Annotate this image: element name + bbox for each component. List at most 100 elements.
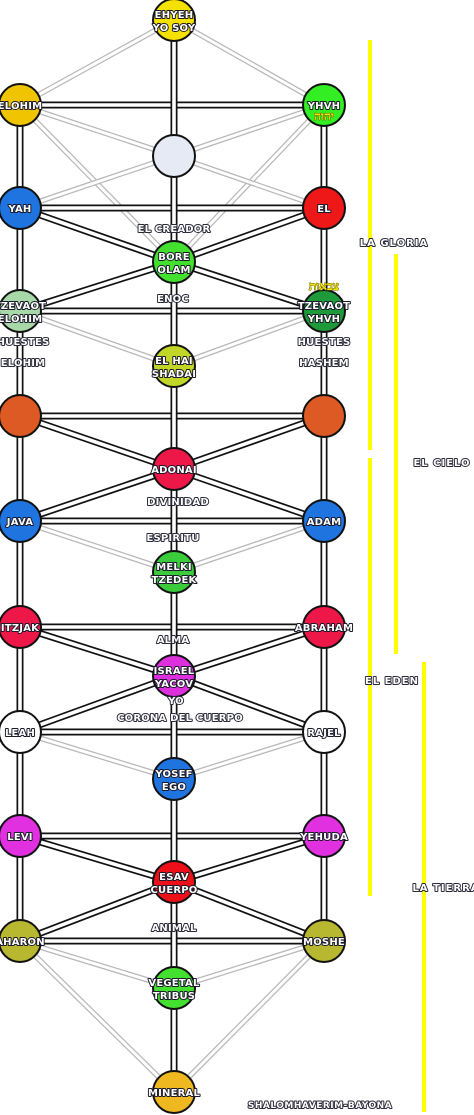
node-adam: ADAM [302,499,346,543]
node-label: YACOV [154,679,193,690]
node-circle [302,605,346,649]
node-circle [0,919,42,963]
node-circle [152,0,196,42]
node-label: EL HAI [155,356,193,367]
node-ehyeh: EHYEH YO SOY [151,0,197,42]
node-circle [0,83,42,127]
label-huestes-elohim-line2: ELOHIM [1,358,46,369]
node-label: AHARON [0,937,45,948]
section-label-la-tierra: LA TIERRA [412,883,474,894]
node-label: YHVH [307,101,341,112]
node-label: TZEVAOT [298,301,350,312]
node-vegetal-tribus: VEGETAL TRIBUS [147,966,201,1010]
node-circle [152,447,196,491]
label-animal: ANIMAL [151,923,197,934]
node-orange-left [0,394,42,438]
label-corona-del-cuerpo: CORONA DEL CUERPO [117,713,243,724]
node-circle [0,710,42,754]
node-abraham: ABRAHAM [294,605,354,649]
node-label: EGO [162,782,186,793]
node-rajel: RAJEL [302,710,346,754]
node-circle [302,710,346,754]
node-esav-cuerpo: ESAV CUERPO [149,860,198,904]
node-daat [152,134,196,178]
node-label: TZEDEK [152,575,198,586]
node-circle [152,1070,196,1114]
section-label-el-cielo: EL CIELO [413,458,470,469]
node-label: RAJEL [307,728,341,739]
node-circle [302,289,346,333]
node-label: TZEVAOT [0,301,46,312]
section-brackets [368,40,426,1112]
node-label: ESAV [159,872,189,883]
node-adonai: ADONAI [150,447,198,491]
node-tzevaot-elohim: TZEVAOT ELOHIM [0,289,47,333]
node-circle [0,394,42,438]
hebrew-label: צבאות [309,279,339,293]
node-circle [152,860,196,904]
node-java: JAVA [0,499,42,543]
node-el-hai-shadai: EL HAI SHADAI [151,344,197,388]
node-circle [0,186,42,230]
label-alma: ALMA [157,635,190,646]
label-huestes-hashem-line2: HASHEM [299,358,349,369]
node-yah: YAH [0,186,42,230]
label-espiritu: ESPIRITU [146,533,199,544]
node-label: MELKI [156,562,192,573]
node-label: ELOHIM [0,314,42,325]
node-bore-olam: BORE OLAM [152,240,196,284]
label-huestes-elohim-line1: HUESTES [0,337,49,348]
node-circle [152,550,196,594]
node-tzevaot-yhvh: TZEVAOT YHVH צבאות [297,279,351,333]
node-label: EL [317,204,331,215]
diagram-connections [16,17,328,1094]
node-circle [302,919,346,963]
node-label: LEVI [7,832,32,843]
node-circle [152,344,196,388]
node-label: MINERAL [148,1088,201,1099]
node-circle [0,814,42,858]
path-labels: EL CREADOR ENOC HUESTES ELOHIM HUESTES H… [0,223,351,935]
node-label: YEHUDA [299,832,348,843]
node-aharon: AHARON [0,919,46,963]
node-label: TRIBUS [153,991,195,1002]
label-el-creador: EL CREADOR [138,224,211,235]
node-circle [0,289,42,333]
node-orange-right [302,394,346,438]
node-circle [152,757,196,801]
node-circle [302,83,346,127]
node-label: ITZJAK [1,623,40,634]
label-yo: YO [167,696,184,707]
node-label: BORE [158,252,189,263]
section-label-el-eden: EL EDEN [365,676,419,687]
node-melki-tzedek: MELKI TZEDEK [151,550,198,594]
label-huestes-hashem-line1: HUESTES [298,337,351,348]
node-label: ISRAEL [154,666,195,677]
node-label: ADONAI [151,465,197,476]
node-leah: LEAH [0,710,42,754]
node-circle [302,499,346,543]
node-mineral: MINERAL [147,1070,201,1114]
node-circle [152,654,196,698]
node-circle [0,605,42,649]
node-yehuda: YEHUDA [298,814,349,858]
node-circle [0,499,42,543]
node-circle [152,240,196,284]
section-label-la-gloria: LA GLORIA [360,238,428,249]
node-itzjak: ITZJAK [0,605,42,649]
node-moshe: MOSHE [302,919,346,963]
node-label: YOSEF [154,769,192,780]
node-label: JAVA [6,517,33,528]
node-circle [152,134,196,178]
node-label: ABRAHAM [295,623,353,634]
node-label: CUERPO [150,885,197,896]
node-el: EL [302,186,346,230]
node-label: SHADAI [152,369,196,380]
node-circle [302,186,346,230]
node-circle [302,814,346,858]
node-yosef-ego: YOSEF EGO [152,757,196,801]
section-labels: LA GLORIA EL CIELO EL EDEN LA TIERRA [359,237,474,895]
node-circle [302,394,346,438]
